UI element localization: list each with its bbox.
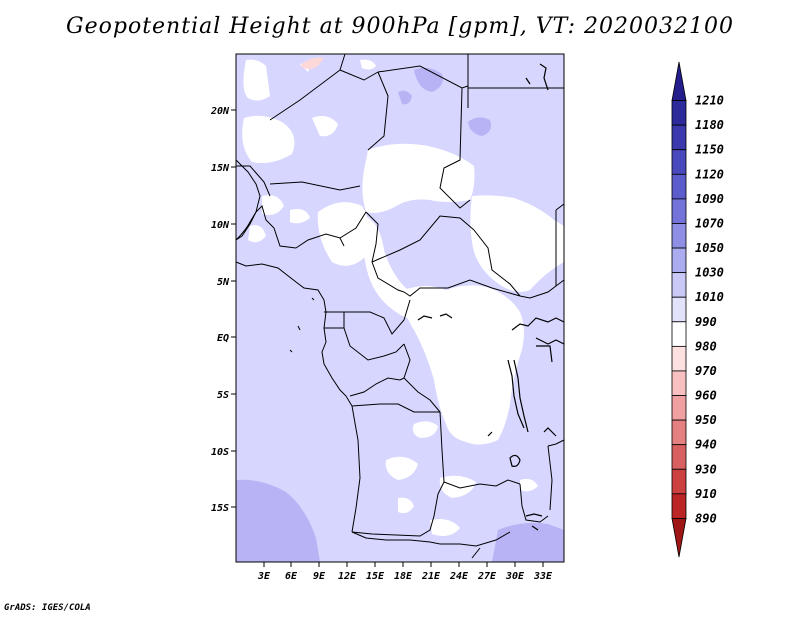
colorbar-label: 890 <box>695 511 717 525</box>
colorbar-label: 1050 <box>695 241 724 255</box>
colorbar-label: 940 <box>695 438 717 452</box>
lon-label-6e: 6E <box>285 571 298 582</box>
colorbar-swatch <box>671 198 687 224</box>
lon-label-12e: 12E <box>338 571 357 582</box>
colorbar-label: 1070 <box>695 216 724 230</box>
grads-credit: GrADS: IGES/COLA <box>4 603 91 613</box>
lon-label-21e: 21E <box>421 571 441 582</box>
lat-label-10s: 10S <box>211 447 229 458</box>
colorbar-swatch <box>671 124 687 151</box>
colorbar-label: 970 <box>695 364 717 378</box>
colorbar-label: 930 <box>695 462 717 476</box>
colorbar-swatch <box>671 61 687 101</box>
colorbar-swatch <box>671 149 687 175</box>
lon-label-3e: 3E <box>257 571 271 582</box>
lon-label-15e: 15E <box>366 571 385 582</box>
colorbar-legend: 1210 1180 1150 1120 1090 1070 1050 1030 1010 990 9… <box>671 61 724 558</box>
lon-label-30e: 30E <box>505 571 525 582</box>
lat-label-5s: 5S <box>217 390 229 401</box>
lat-label-15n: 15N <box>211 163 230 174</box>
colorbar-swatch <box>671 468 687 495</box>
lat-axis: 20N 15N 10N 5N EQ 5S 10S 15S <box>210 106 236 514</box>
map-frame <box>235 53 565 563</box>
colorbar-label: 990 <box>695 315 717 329</box>
colorbar-swatch <box>671 296 687 323</box>
colorbar-swatch <box>671 247 687 274</box>
contour-pink-region <box>300 57 324 69</box>
lon-label-18e: 18E <box>394 571 413 582</box>
colorbar-swatch <box>671 345 687 372</box>
lon-label-9e: 9E <box>313 571 326 582</box>
lat-label-15s: 15S <box>211 503 229 514</box>
colorbar-swatch <box>671 419 687 446</box>
colorbar-label: 1210 <box>695 94 724 108</box>
map-panel <box>235 53 565 563</box>
lat-label-20n: 20N <box>210 106 230 117</box>
colorbar-label: 1180 <box>695 118 724 132</box>
lat-label-eq: EQ <box>217 333 229 344</box>
lon-label-27e: 27E <box>477 571 497 582</box>
colorbar-swatch <box>671 173 687 200</box>
colorbar-label: 1150 <box>695 143 724 157</box>
colorbar-label: 960 <box>695 389 717 403</box>
colorbar-swatch <box>671 493 687 519</box>
colorbar-swatch <box>671 100 687 126</box>
lon-label-24e: 24E <box>449 571 469 582</box>
lat-label-5n: 5N <box>217 277 230 288</box>
colorbar-label: 1090 <box>695 192 724 206</box>
lat-label-10n: 10N <box>211 220 230 231</box>
colorbar-label: 1120 <box>695 167 724 181</box>
colorbar-label: 1030 <box>695 266 724 280</box>
colorbar-swatch <box>671 370 687 396</box>
colorbar-swatch <box>671 223 687 249</box>
colorbar-label: 1010 <box>695 290 724 304</box>
lakes <box>417 63 565 531</box>
map-title: Geopotential Height at 900hPa [gpm], VT:… <box>66 14 734 39</box>
colorbar-label: 980 <box>695 339 717 353</box>
colorbar-swatch <box>671 518 687 558</box>
country-borders <box>235 53 565 559</box>
colorbar-swatch <box>671 321 687 347</box>
coastline <box>235 159 353 407</box>
contour-high-regions <box>236 67 564 562</box>
colorbar-label: 910 <box>695 487 717 501</box>
colorbar-label: 950 <box>695 413 717 427</box>
colorbar-swatch <box>671 272 687 298</box>
colorbar-swatch <box>671 395 687 421</box>
lon-label-33e: 33E <box>533 571 553 582</box>
colorbar-swatch <box>671 444 687 470</box>
lon-axis: 3E 6E 9E 12E 15E 18E 21E 24E 27E 30E 33E <box>257 562 553 582</box>
